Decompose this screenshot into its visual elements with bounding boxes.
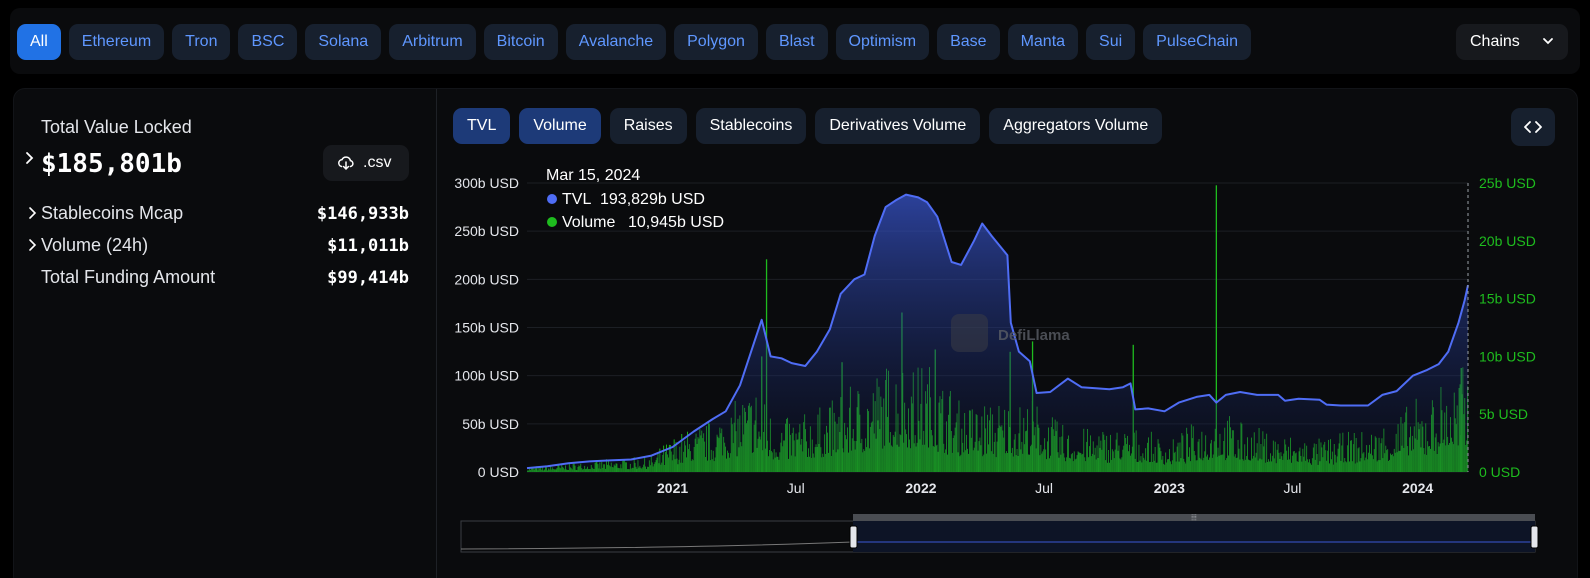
tvl-area-fill bbox=[527, 194, 1468, 472]
overview-panel: Total Value Locked $185,801b .csv Stable… bbox=[13, 88, 1578, 578]
download-cloud-icon bbox=[338, 156, 354, 171]
chart-tooltip: Mar 15, 2024 TVL 193,829b USD Volume 10,945b… bbox=[546, 167, 724, 231]
drag-grip-icon: ⦙⦙⦙ bbox=[1191, 513, 1197, 522]
y-right-tick-label: 15b USD bbox=[1479, 291, 1536, 307]
range-slider[interactable]: ⦙⦙⦙ bbox=[460, 513, 1539, 553]
metric-tab-raises[interactable]: Raises bbox=[609, 108, 687, 144]
stat-value: $146,933b bbox=[316, 204, 409, 224]
embed-code-button[interactable] bbox=[1511, 108, 1555, 146]
tooltip-series-name: Volume bbox=[562, 214, 615, 231]
range-slider-right-handle[interactable] bbox=[1530, 525, 1539, 549]
defillama-watermark: DefiLlama bbox=[951, 314, 1070, 352]
chain-chip-all[interactable]: All bbox=[17, 24, 61, 60]
x-tick-label: 2024 bbox=[1402, 480, 1433, 496]
stat-row-total-funding-amount: Total Funding Amount $99,414b bbox=[14, 265, 437, 289]
chevron-right-icon[interactable] bbox=[25, 151, 35, 165]
chain-chip-blast[interactable]: Blast bbox=[765, 24, 828, 60]
metric-tab-stablecoins[interactable]: Stablecoins bbox=[695, 108, 807, 144]
y-right-tick-label: 20b USD bbox=[1479, 233, 1536, 249]
tooltip-legend-dot bbox=[547, 217, 557, 227]
tooltip-legend-dot bbox=[547, 194, 557, 204]
stat-row-volume-24h[interactable]: Volume (24h) $11,011b bbox=[14, 233, 437, 257]
chain-chip-avalanche[interactable]: Avalanche bbox=[565, 24, 667, 60]
y-left-tick-label: 100b USD bbox=[454, 368, 519, 384]
chevron-down-icon bbox=[1543, 38, 1553, 45]
chain-chip-pulsechain[interactable]: PulseChain bbox=[1143, 24, 1251, 60]
chain-filter-bar: All Ethereum Tron BSC Solana Arbitrum Bitcoin A… bbox=[10, 8, 1580, 74]
tvl-line bbox=[526, 193, 1469, 470]
chain-chip-optimism[interactable]: Optimism bbox=[835, 24, 930, 60]
chain-chip-polygon[interactable]: Polygon bbox=[674, 24, 758, 60]
y-left-tick-label: 300b USD bbox=[454, 175, 519, 191]
range-slider-selection[interactable] bbox=[853, 521, 1535, 552]
chain-chip-solana[interactable]: Solana bbox=[305, 24, 382, 60]
x-tick-label: Jul bbox=[787, 480, 805, 496]
tooltip-series-name: TVL bbox=[562, 191, 591, 208]
x-tick-label: Jul bbox=[1035, 480, 1053, 496]
y-right-tick-label: 10b USD bbox=[1479, 348, 1536, 364]
x-tick-label: Jul bbox=[1284, 480, 1302, 496]
stat-label: Stablecoins Mcap bbox=[41, 203, 184, 223]
tvl-value: $185,801b bbox=[41, 149, 182, 179]
chain-chip-ethereum[interactable]: Ethereum bbox=[68, 24, 165, 60]
metric-tab-tvl[interactable]: TVL bbox=[453, 108, 511, 144]
chain-chip-sui[interactable]: Sui bbox=[1086, 24, 1136, 60]
chart-column: TVL Volume Raises Stablecoins Derivatives Vo… bbox=[437, 89, 1577, 578]
y-right-tick-label: 5b USD bbox=[1479, 406, 1528, 422]
range-slider-preview-left bbox=[460, 541, 854, 550]
y-left-tick-label: 0 USD bbox=[478, 464, 519, 480]
chain-chip-bitcoin[interactable]: Bitcoin bbox=[483, 24, 558, 60]
y-left-tick-label: 150b USD bbox=[454, 320, 519, 336]
csv-label: .csv bbox=[363, 154, 392, 171]
metric-tab-volume[interactable]: Volume bbox=[519, 108, 601, 144]
stat-value: $11,011b bbox=[327, 236, 409, 256]
y-left-tick-label: 250b USD bbox=[454, 223, 519, 239]
range-slider-drag-bar[interactable] bbox=[853, 514, 1535, 521]
chain-chip-base[interactable]: Base bbox=[937, 24, 1000, 60]
tooltip-series-value: 10,945b USD bbox=[628, 214, 724, 231]
stat-value: $99,414b bbox=[327, 268, 409, 288]
chains-dropdown[interactable]: Chains bbox=[1456, 24, 1568, 60]
summary-column: Total Value Locked $185,801b .csv Stable… bbox=[14, 89, 437, 578]
chain-chip-bsc[interactable]: BSC bbox=[238, 24, 298, 60]
chain-chip-tron[interactable]: Tron bbox=[172, 24, 231, 60]
volume-spike-bar bbox=[1215, 185, 1217, 473]
chevron-right-icon bbox=[29, 239, 37, 251]
y-left-tick-label: 50b USD bbox=[462, 416, 519, 432]
chain-chip-arbitrum[interactable]: Arbitrum bbox=[389, 24, 476, 60]
watermark-text: DefiLlama bbox=[998, 327, 1070, 344]
chain-chip-list: All Ethereum Tron BSC Solana Arbitrum Bitcoin A… bbox=[17, 24, 1251, 60]
stat-label: Total Funding Amount bbox=[41, 267, 216, 287]
metric-tab-aggregators-volume[interactable]: Aggregators Volume bbox=[989, 108, 1163, 144]
chains-dropdown-label: Chains bbox=[1470, 33, 1520, 50]
csv-download-button[interactable]: .csv bbox=[323, 145, 409, 181]
x-tick-label: 2021 bbox=[657, 480, 688, 496]
tvl-label: Total Value Locked bbox=[41, 117, 192, 137]
stat-row-stablecoins-mcap[interactable]: Stablecoins Mcap $146,933b bbox=[14, 201, 437, 225]
stat-label: Volume (24h) bbox=[41, 235, 149, 255]
metric-toggle-list: TVL Volume Raises Stablecoins Derivatives Vo… bbox=[453, 108, 1163, 144]
y-left-tick-label: 200b USD bbox=[454, 271, 519, 287]
y-right-tick-label: 25b USD bbox=[1479, 175, 1536, 191]
chevron-right-icon bbox=[29, 207, 37, 219]
tooltip-date: Mar 15, 2024 bbox=[546, 167, 640, 184]
x-tick-label: 2023 bbox=[1154, 480, 1185, 496]
tooltip-series-value: 193,829b USD bbox=[600, 191, 705, 208]
y-right-tick-label: 0 USD bbox=[1479, 464, 1520, 480]
metric-tab-derivatives-volume[interactable]: Derivatives Volume bbox=[815, 108, 981, 144]
range-slider-left-handle[interactable] bbox=[849, 525, 858, 549]
chain-chip-manta[interactable]: Manta bbox=[1007, 24, 1079, 60]
code-brackets-icon bbox=[1524, 121, 1542, 133]
x-tick-label: 2022 bbox=[905, 480, 936, 496]
